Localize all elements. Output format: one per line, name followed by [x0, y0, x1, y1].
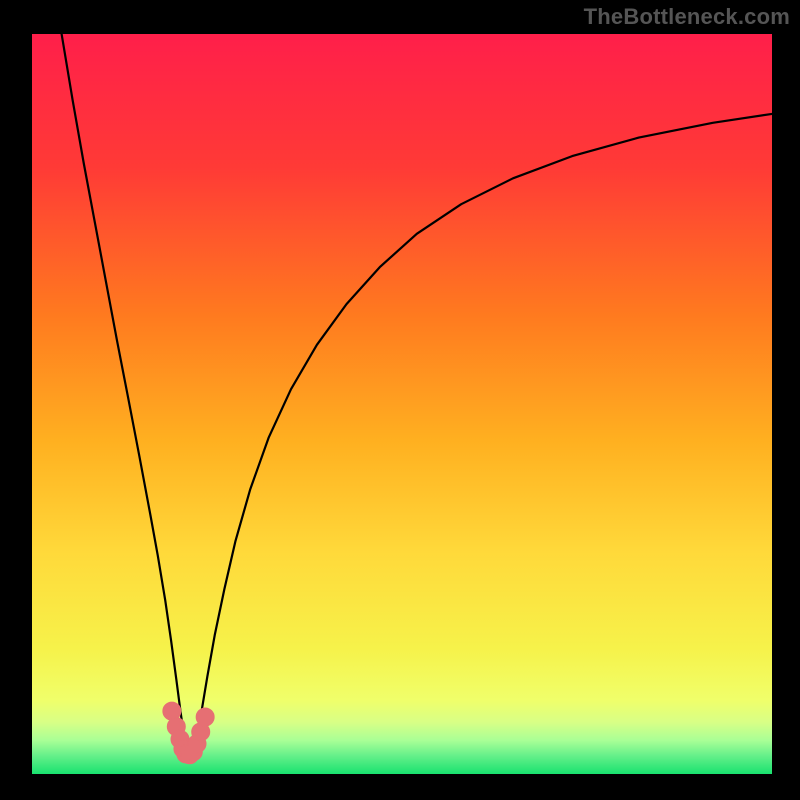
plot-area — [32, 34, 772, 774]
watermark-text: TheBottleneck.com — [584, 4, 790, 30]
trough-marker — [196, 708, 214, 726]
chart-frame: TheBottleneck.com — [0, 0, 800, 800]
bottleneck-curve — [62, 34, 772, 755]
curve-layer — [32, 34, 772, 774]
trough-markers — [163, 702, 214, 764]
